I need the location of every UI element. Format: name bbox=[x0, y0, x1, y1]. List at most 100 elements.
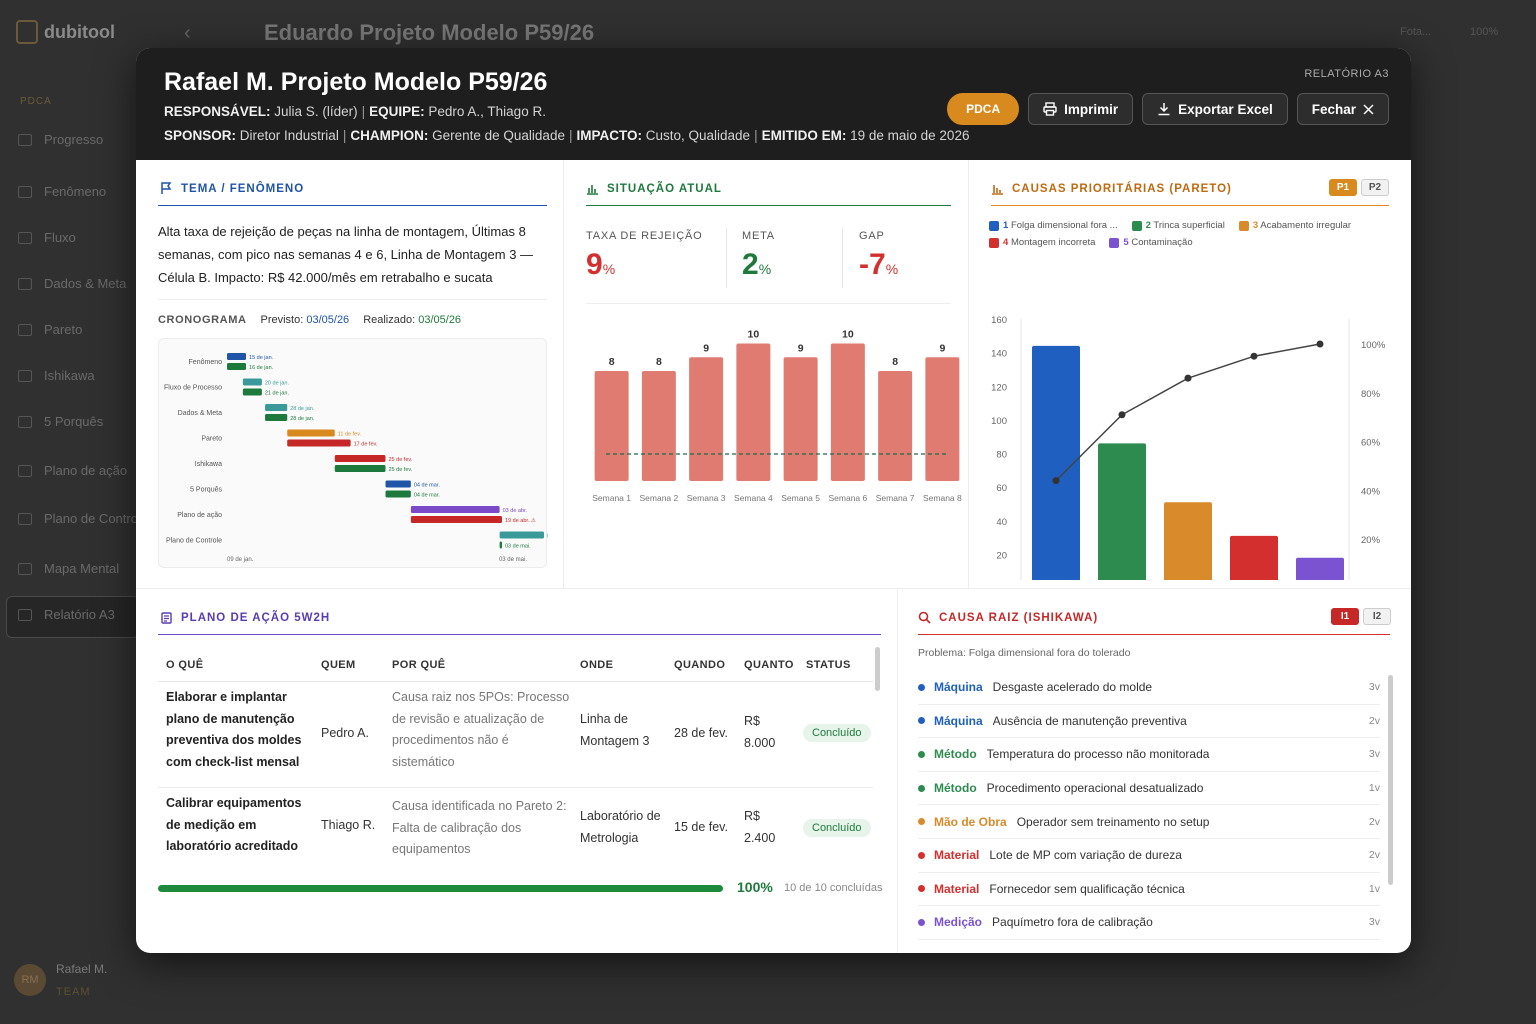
gantt-real-date: 21 de jan. bbox=[265, 391, 290, 397]
gantt-real-date: 28 de jan. bbox=[290, 416, 315, 422]
y-tick-label: 60 bbox=[996, 483, 1007, 494]
sponsor: Diretor Industrial bbox=[239, 128, 339, 143]
pareto-bar bbox=[1164, 502, 1212, 580]
bar bbox=[878, 371, 913, 481]
y-tick-label: 40 bbox=[996, 517, 1007, 528]
pdca-button[interactable]: PDCA bbox=[947, 93, 1020, 125]
search-icon bbox=[918, 611, 931, 624]
list-item[interactable]: Método Temperatura do processo não monito… bbox=[918, 738, 1380, 772]
export-excel-button[interactable]: Exportar Excel bbox=[1142, 93, 1288, 125]
vote-count: 3v bbox=[1368, 916, 1380, 929]
table-scrollbar[interactable] bbox=[875, 647, 880, 691]
y-tick-label: 160 bbox=[991, 315, 1007, 326]
sidebar-item[interactable]: Relatório A3 bbox=[18, 607, 115, 622]
sidebar-item-label: Fenômeno bbox=[44, 184, 107, 199]
logo-icon bbox=[16, 20, 38, 44]
vote-count: 1v bbox=[1368, 782, 1380, 795]
sidebar-active-highlight bbox=[6, 596, 140, 638]
ishikawa-tab-i1[interactable]: I1 bbox=[1331, 608, 1359, 625]
category-dot bbox=[918, 885, 925, 893]
gantt-bar-plan bbox=[287, 429, 335, 437]
cause-category: Máquina bbox=[934, 680, 983, 695]
y-tick-label: 100 bbox=[991, 416, 1007, 427]
progress-bar bbox=[158, 885, 723, 892]
ishikawa-tab-i2[interactable]: I2 bbox=[1363, 608, 1391, 625]
gantt-plan-date: 20 de jan. bbox=[265, 381, 290, 387]
x-tick-label: Semana 3 bbox=[687, 493, 726, 503]
gantt-end-date: 03 de mai. bbox=[499, 557, 527, 563]
y-tick-label: 140 bbox=[991, 349, 1007, 360]
progress-text: 10 de 10 concluídas bbox=[784, 882, 883, 894]
pareto-chart: 0204060801001201401600%20%40%60%80%100%1… bbox=[991, 315, 1386, 580]
sidebar-item-label: Mapa Mental bbox=[44, 561, 120, 576]
sidebar-item[interactable]: Mapa Mental bbox=[18, 561, 119, 576]
sidebar-item[interactable]: 5 Porquês bbox=[18, 414, 103, 429]
list-item[interactable]: Material Fornecedor sem qualificação técn… bbox=[918, 873, 1380, 907]
x-tick-label: Semana 4 bbox=[734, 493, 773, 503]
cause-category: Método bbox=[934, 781, 977, 796]
legend-swatch bbox=[1238, 220, 1249, 231]
bar bbox=[594, 371, 629, 481]
gantt-bar-plan bbox=[265, 404, 288, 411]
y-tick-label: 80 bbox=[996, 450, 1007, 461]
kpi-taxa: TAXA DE REJEIÇÃO 9% bbox=[586, 230, 703, 281]
bar-value-label: 8 bbox=[656, 356, 662, 368]
cause-description: Paquímetro fora de calibração bbox=[992, 915, 1153, 930]
cause-description: Temperatura do processo não monitorada bbox=[986, 747, 1210, 762]
list-item[interactable]: Máquina Ausência de manutenção preventiva… bbox=[918, 705, 1380, 739]
status-badge: Concluído bbox=[803, 819, 871, 837]
gantt-bar-plan bbox=[499, 531, 544, 539]
pareto-tab-p1[interactable]: P1 bbox=[1329, 179, 1357, 196]
gantt-plan-date: 28 de jan. bbox=[290, 406, 315, 412]
sidebar-item[interactable]: Plano de Controle bbox=[18, 511, 148, 526]
plano-acao-panel: PLANO DE AÇÃO 5W2H O QUÊ QUEM POR QUÊ ON… bbox=[136, 588, 898, 953]
avatar: RM bbox=[14, 964, 46, 996]
list-item[interactable]: Máquina Desgaste acelerado do molde 3v bbox=[918, 671, 1380, 705]
gantt-plan-date: 25 de fev. bbox=[389, 457, 413, 463]
list-item[interactable]: Mão de Obra Operador sem treinamento no s… bbox=[918, 805, 1380, 839]
sidebar-item[interactable]: Ishikawa bbox=[18, 368, 95, 383]
vote-count: 2v bbox=[1368, 714, 1380, 727]
cause-description: Ausência de manutenção preventiva bbox=[992, 713, 1187, 728]
close-button[interactable]: Fechar bbox=[1296, 93, 1389, 125]
sidebar-item[interactable]: Plano de ação bbox=[18, 463, 127, 478]
list-item[interactable]: Método Procedimento operacional desatuali… bbox=[918, 772, 1380, 806]
nav-icon bbox=[18, 562, 32, 575]
top-right-label: Fota... bbox=[1400, 26, 1432, 38]
cause-list-scrollbar[interactable] bbox=[1388, 675, 1393, 885]
pareto-tab-p2[interactable]: P2 bbox=[1361, 179, 1389, 196]
print-button[interactable]: Imprimir bbox=[1028, 93, 1134, 125]
divider bbox=[918, 634, 1390, 635]
user-profile[interactable]: RM Rafael M. TEAM bbox=[14, 962, 107, 998]
sidebar-item[interactable]: Fenômeno bbox=[18, 184, 106, 199]
cell-onde: Linha de Montagem 3 bbox=[580, 712, 650, 748]
bar bbox=[783, 357, 818, 481]
app-logo: dubitool bbox=[16, 20, 115, 44]
y2-tick-label: 20% bbox=[1361, 535, 1381, 546]
vote-count: 2v bbox=[1368, 849, 1380, 862]
sidebar-item[interactable]: Progresso bbox=[18, 132, 103, 147]
sidebar-item[interactable]: Fluxo bbox=[18, 230, 76, 245]
sidebar-item-label: 5 Porquês bbox=[44, 414, 104, 429]
equipe: Pedro A., Thiago R. bbox=[428, 104, 546, 119]
sidebar-item[interactable]: Pareto bbox=[18, 322, 82, 337]
back-icon[interactable]: ‹ bbox=[184, 22, 191, 44]
nav-icon bbox=[18, 369, 32, 382]
category-dot bbox=[918, 717, 925, 725]
list-item[interactable]: Medição Paquímetro fora de calibração 3v bbox=[918, 906, 1380, 940]
table-row: Calibrar equipamentos de medição em labo… bbox=[166, 796, 302, 853]
sidebar-item[interactable]: Dados & Meta bbox=[18, 276, 126, 291]
col-header-porque: POR QUÊ bbox=[392, 659, 446, 671]
progress-percent: 100% bbox=[737, 879, 773, 895]
nav-icon bbox=[18, 277, 32, 290]
cause-description: Fornecedor sem qualificação técnica bbox=[989, 881, 1185, 896]
pareto-switch: P1 P2 bbox=[1329, 179, 1389, 196]
cell-onde: Laboratório de Metrologia bbox=[580, 809, 661, 845]
legend-item: 4 Montagem incorreta bbox=[989, 237, 1095, 248]
gantt-plan-date: 15 de jan. bbox=[249, 355, 274, 361]
gantt-label: Fluxo de Processo bbox=[164, 385, 222, 392]
gantt-plan-date: 03 de mai. bbox=[547, 534, 548, 540]
plano-title: PLANO DE AÇÃO 5W2H bbox=[160, 611, 330, 624]
sidebar-item-label: Progresso bbox=[44, 132, 104, 147]
list-item[interactable]: Material Lote de MP com variação de durez… bbox=[918, 839, 1380, 873]
